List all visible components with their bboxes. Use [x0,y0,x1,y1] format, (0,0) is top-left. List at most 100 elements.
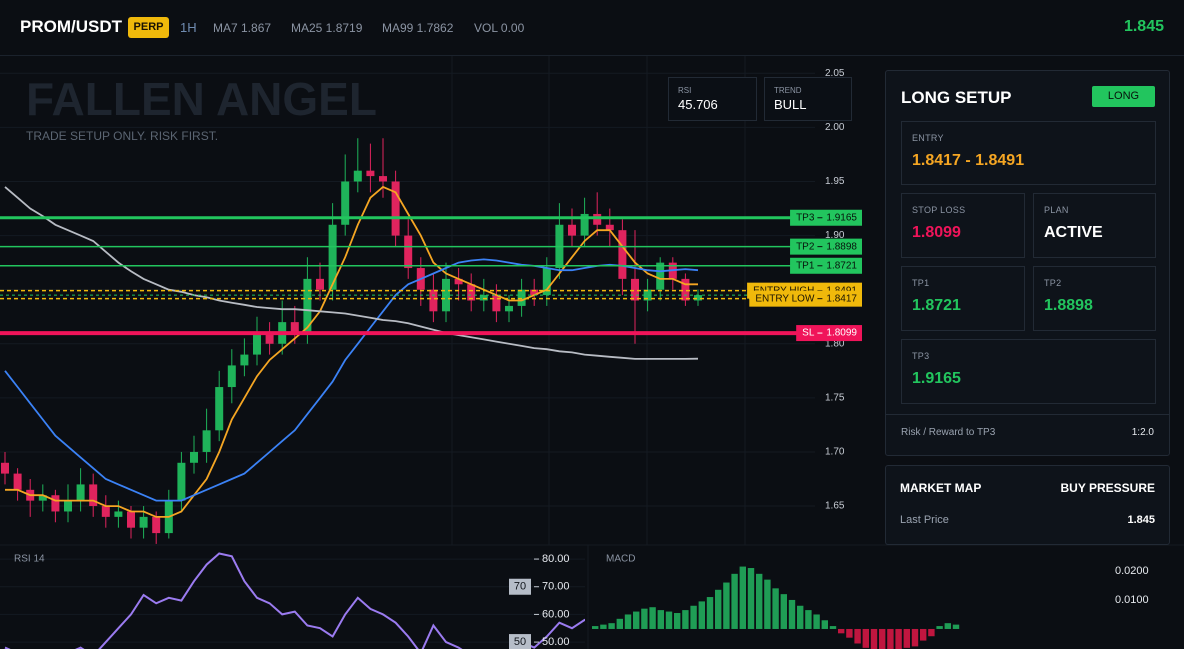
last-price-value: 1.845 [1127,514,1155,526]
macd-bar [649,607,656,629]
candle-body [89,484,98,507]
candle-body [505,305,513,312]
level-value: 1.9165 [826,212,857,223]
candle-body [429,289,438,312]
macd-bar [616,618,623,629]
macd-bar [706,597,714,629]
candle-body [681,278,690,301]
y-tick-label: 0.0200 [1115,565,1149,577]
candle-body [101,506,110,517]
candle-body [76,484,85,501]
entry-value: 1.8417 - 1.8491 [912,152,1025,169]
macd-bar [756,573,763,629]
macd-bar [829,626,837,629]
level-box [790,209,862,226]
macd-bar [715,589,722,629]
level-box [509,634,531,649]
macd-bar [895,628,902,649]
macd-bar [903,628,910,648]
level-label: TP3 [796,212,815,223]
plan-card: PLAN ACTIVE [1033,193,1156,258]
tp1-card: TP1 1.8721 [901,266,1025,331]
ma7: MA7 1.867 [213,21,272,35]
macd-bar [633,611,640,629]
sl-card: STOP LOSS 1.8099 [901,193,1025,258]
level-label: TP2 [796,241,815,252]
setup-panel: LONG SETUP LONG ENTRY 1.8417 - 1.8491 ST… [885,70,1170,456]
y-tick-label: 2.05 [825,68,845,79]
macd-bar [657,610,664,629]
macd-bar [731,573,738,629]
tp3-card: TP3 1.9165 [901,339,1156,404]
plan-label: PLAN [1044,205,1069,215]
macd-bar [838,628,845,634]
level-value: 1.8099 [826,328,857,339]
market-map: MARKET MAP BUY PRESSURE Last Price 1.845 [885,465,1170,545]
y-tick-label: 1.70 [825,447,845,458]
y-tick-label: 0.0100 [1115,594,1149,606]
macd-bar [690,605,697,629]
y-tick-label: 1.80 [825,338,845,349]
volume: VOL 0.00 [474,21,525,35]
level-box [790,238,862,255]
macd-bar [608,623,615,629]
candle-body [38,495,47,501]
macd-bar [928,628,935,637]
candle-body [492,295,501,312]
candle-body [265,332,274,344]
candle-body [13,473,22,490]
candle-body [568,224,576,236]
y-tick-label: 1.75 [825,393,845,404]
level-box [749,290,862,307]
trend-box: TREND BULL [764,77,852,121]
rsi-line [4,552,585,649]
macd-bar [870,628,878,649]
interval[interactable]: 1H [180,20,197,35]
tp3-value: 1.9165 [912,370,961,387]
candle-body [303,278,312,333]
candle-body [202,430,211,452]
candle-body [253,332,261,355]
candle-body [190,451,198,463]
macd-bar [674,613,681,629]
candle-body [227,365,236,388]
rsi-title: RSI 14 [14,554,45,565]
macd-bar [600,624,607,629]
tp2-label: TP2 [1044,278,1062,288]
level-label: TP1 [796,260,815,271]
macd-bar [846,628,853,638]
level-label: SL [802,328,815,339]
watermark-title: FALLEN ANGEL [26,73,377,125]
level-value: 1.8417 [826,293,857,304]
level-box [790,257,862,274]
candle-body [177,462,186,501]
candle-body [404,235,413,269]
subtitle: TRADE SETUP ONLY. RISK FIRST. [26,129,218,143]
candle-body [51,495,60,512]
moving-average [5,185,698,518]
ma99: MA99 1.7862 [382,21,454,35]
macd-bar [764,579,771,629]
level-value: 1.8898 [826,241,857,252]
tp2-card: TP2 1.8898 [1033,266,1156,331]
candle-body [341,181,350,225]
direction-badge: LONG [1092,86,1155,107]
entry-card: ENTRY 1.8417 - 1.8491 [901,121,1156,185]
badge: PERP [128,17,169,38]
candle-body [152,516,161,534]
macd-bar [723,582,730,629]
macd-bar [624,614,632,629]
map-status: BUY PRESSURE [1060,481,1155,495]
candle-body [127,511,135,528]
candle-body [643,289,652,301]
candle-body [605,224,614,231]
macd-bar [788,599,796,629]
candle-body [618,230,627,279]
candle-body [64,500,72,512]
divider [886,414,1169,415]
candle-body [694,295,702,301]
macd-bar [698,601,705,629]
candle-body [656,262,665,290]
ma25: MA25 1.8719 [291,21,363,35]
macd-title: MACD [606,554,635,565]
